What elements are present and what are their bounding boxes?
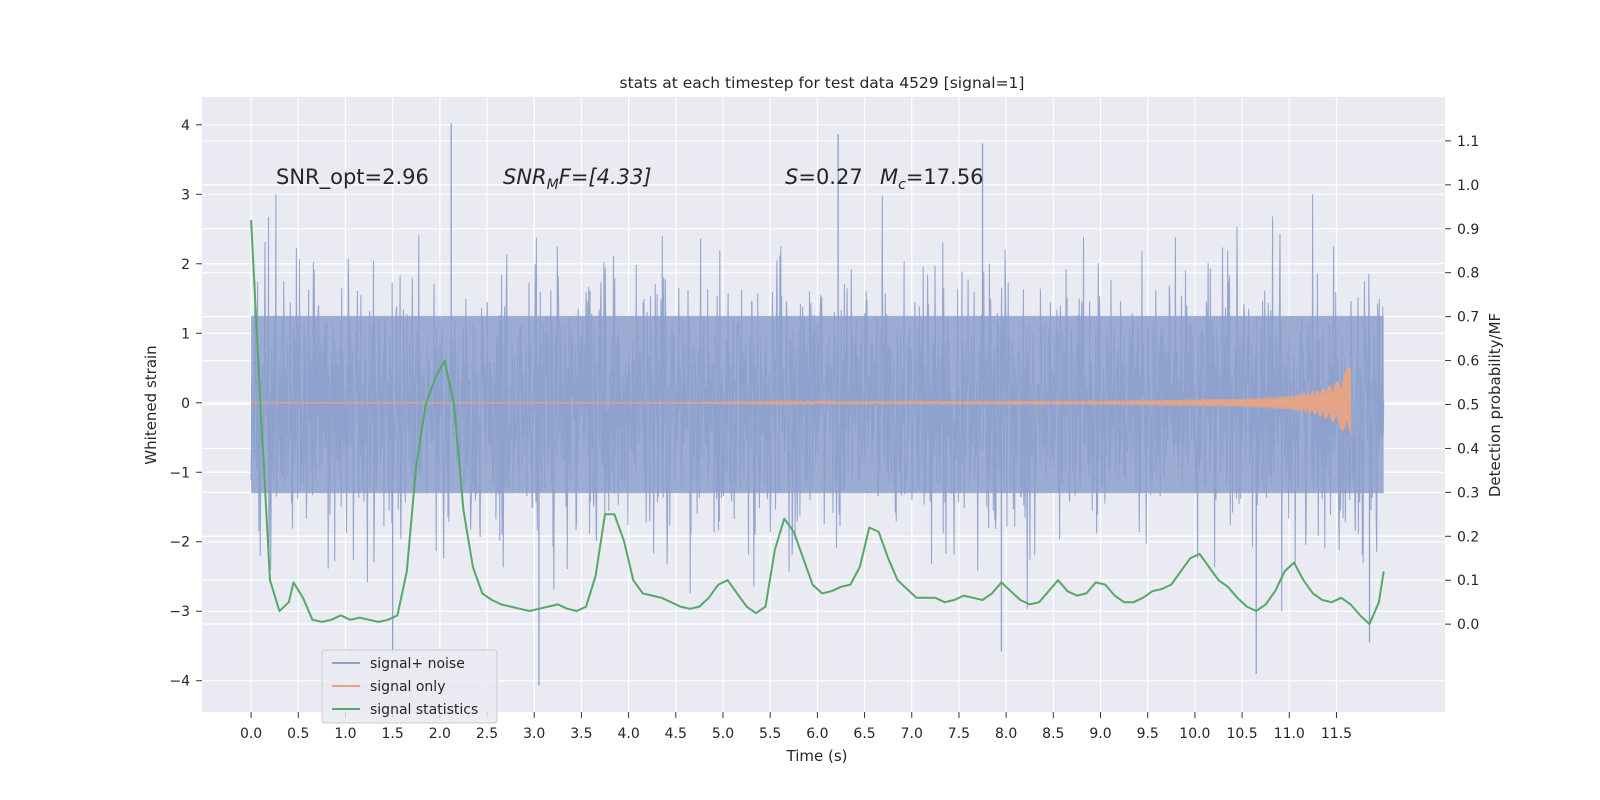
x-tick-label: 6.0 [806,726,828,742]
y-tick-label: 0 [181,396,190,412]
x-tick-label: 11.5 [1321,726,1352,742]
annotation-s-rest: =0.27 [798,165,862,189]
y2-tick-label: 0.5 [1457,398,1479,414]
y-tick-label: −3 [169,604,190,620]
y2-tick-label: 1.1 [1457,134,1479,150]
x-tick-label: 3.0 [523,726,545,742]
x-tick-label: 4.0 [617,726,639,742]
y-tick-label: 1 [181,326,190,342]
annotation-snr-mf-main: SNR [503,165,547,189]
chart-title: stats at each timestep for test data 452… [620,74,1025,92]
statistics-line [250,219,1385,626]
x-tick-label: 10.5 [1226,726,1257,742]
signal-line [251,367,1352,436]
signal-statistics-series [250,219,1385,626]
x-tick-label: 7.0 [901,726,923,742]
legend: signal+ noise signal only signal statist… [321,649,498,724]
x-tick-label: 11.0 [1274,726,1305,742]
y2-axis-ticks: 1.1 1.0 0.9 0.8 0.7 0.6 0.5 0.4 0.3 0.2 0.1 0.0 [1445,134,1479,633]
x-tick-label: 2.5 [476,726,498,742]
x-axis-label: Time (s) [786,747,848,765]
y-axis-ticks: 4 3 2 1 0 −1 −2 −3 −4 [169,118,202,690]
y-axis-label: Whitened strain [142,345,160,464]
x-tick-label: 9.0 [1089,726,1111,742]
annotation-mc-rest: =17.56 [906,165,984,189]
y2-tick-label: 1.0 [1457,178,1479,194]
y2-tick-label: 0.3 [1457,485,1479,501]
y-tick-label: −4 [169,674,190,690]
legend-label-noise: signal+ noise [370,656,465,672]
y2-tick-label: 0.0 [1457,617,1479,633]
x-axis-ticks: 0.0 0.5 1.0 1.5 2.0 2.5 3.0 3.5 4.0 4.5 5.0 5.5 6.0 6… [240,712,1352,742]
annotation-snr-mf: SNRMF=[4.33] [503,165,652,193]
x-tick-label: 6.5 [853,726,875,742]
y2-tick-label: 0.6 [1457,354,1479,370]
y-tick-label: −2 [169,535,190,551]
legend-label-stats: signal statistics [370,702,478,718]
y2-tick-label: 0.1 [1457,573,1479,589]
x-tick-label: 8.0 [995,726,1017,742]
x-tick-label: 0.5 [287,726,309,742]
x-tick-label: 0.0 [240,726,262,742]
annotation-snr-opt: SNR_opt=2.96 [276,165,429,190]
x-tick-label: 1.0 [334,726,356,742]
noise-core-band [251,315,1384,494]
signal-only-series [251,367,1352,436]
annotation-mc: Mc=17.56 [880,165,984,193]
annotation-snr-mf-sub: M [547,177,559,193]
y2-tick-label: 0.8 [1457,266,1479,282]
annotation-s-main: S [785,165,798,189]
y-tick-label: 3 [181,187,190,203]
x-tick-label: 5.5 [759,726,781,742]
x-tick-label: 3.5 [570,726,592,742]
legend-box [321,649,498,724]
legend-label-signal: signal only [370,679,445,695]
signal-noise-series [250,123,1385,686]
y2-tick-label: 0.7 [1457,310,1479,326]
y-tick-label: 4 [181,118,190,134]
x-tick-label: 2.0 [429,726,451,742]
x-tick-label: 4.5 [665,726,687,742]
y-tick-label: 2 [181,257,190,273]
x-tick-label: 9.5 [1137,726,1159,742]
annotation-snr-mf-rest: F=[4.33] [559,165,652,189]
x-tick-label: 5.0 [712,726,734,742]
x-tick-label: 1.5 [382,726,404,742]
annotation-mc-main: M [880,165,898,189]
x-tick-label: 8.5 [1042,726,1064,742]
x-tick-label: 10.0 [1179,726,1210,742]
y2-tick-label: 0.2 [1457,529,1479,545]
x-tick-label: 7.5 [948,726,970,742]
y2-axis-label: Detection probability/MF [1486,313,1504,497]
annotation-s: S=0.27 [785,165,863,189]
y2-tick-label: 0.4 [1457,441,1479,457]
y2-tick-label: 0.9 [1457,222,1479,238]
annotation-mc-sub: c [898,177,906,193]
y-tick-label: −1 [169,465,190,481]
